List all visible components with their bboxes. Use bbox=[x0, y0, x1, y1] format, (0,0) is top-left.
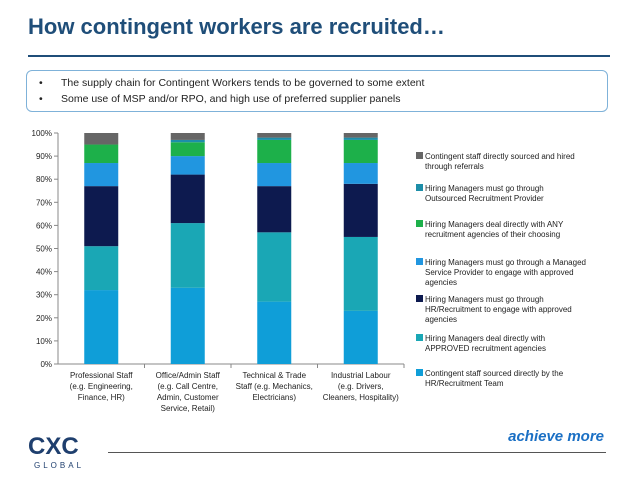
legend-label: Service Provider to engage with approved bbox=[425, 268, 574, 277]
x-category-label: Service, Retail) bbox=[161, 404, 216, 413]
y-tick-label: 80% bbox=[36, 175, 52, 184]
bar-segment bbox=[257, 163, 292, 187]
x-category-label: (e.g. Call Centre, bbox=[158, 382, 218, 391]
bar-segment bbox=[84, 246, 119, 291]
bar-segment bbox=[257, 137, 292, 140]
y-tick-label: 50% bbox=[36, 245, 52, 254]
logo-text: CXC bbox=[28, 433, 79, 460]
cxc-logo-icon: CXC GLOBAL bbox=[28, 433, 84, 470]
bar-segment bbox=[170, 287, 205, 364]
legend-swatch bbox=[416, 295, 423, 302]
x-category-label: Finance, HR) bbox=[78, 393, 125, 402]
bullet-text: Some use of MSP and/or RPO, and high use… bbox=[61, 93, 401, 105]
bar-segment bbox=[343, 183, 378, 237]
legend-label: HR/Recruitment to engage with approved bbox=[425, 305, 572, 314]
x-category-label: Electricians) bbox=[252, 393, 296, 402]
title-underline bbox=[28, 55, 610, 57]
legend-swatch bbox=[416, 369, 423, 376]
legend-swatch bbox=[416, 220, 423, 227]
x-category-label: (e.g. Engineering, bbox=[70, 382, 133, 391]
legend-label: APPROVED recruitment agencies bbox=[425, 344, 546, 353]
legend-label: Hiring Managers must go through bbox=[425, 184, 544, 193]
bullet-marker: • bbox=[39, 93, 43, 105]
bar-segment bbox=[343, 236, 378, 311]
legend-label: Hiring Managers must go through bbox=[425, 295, 544, 304]
summary-bullet-1: • The supply chain for Contingent Workers… bbox=[27, 75, 607, 91]
y-tick-label: 70% bbox=[36, 198, 52, 207]
page-title: How contingent workers are recruited… bbox=[28, 14, 445, 39]
bar-segment bbox=[343, 137, 378, 140]
bar-segment bbox=[84, 290, 119, 364]
bar-segment bbox=[170, 174, 205, 224]
legend-label: agencies bbox=[425, 278, 457, 287]
legend-swatch bbox=[416, 258, 423, 265]
y-tick-label: 40% bbox=[36, 268, 52, 277]
x-category-label: Cleaners, Hospitality) bbox=[323, 393, 399, 402]
legend-label: Contingent staff directly sourced and hi… bbox=[425, 152, 575, 161]
bar-segment bbox=[170, 223, 205, 288]
y-tick-label: 20% bbox=[36, 314, 52, 323]
legend-label: Hiring Managers deal directly with ANY bbox=[425, 220, 564, 229]
legend-label: agencies bbox=[425, 315, 457, 324]
bar-segment bbox=[343, 310, 378, 364]
x-category-label: (e.g. Drivers, bbox=[338, 382, 384, 391]
bar-segment bbox=[257, 139, 292, 164]
legend-label: Hiring Managers deal directly with bbox=[425, 334, 545, 343]
y-tick-label: 0% bbox=[40, 360, 52, 369]
y-tick-label: 90% bbox=[36, 152, 52, 161]
y-tick-label: 10% bbox=[36, 337, 52, 346]
x-category-label: Admin, Customer bbox=[157, 393, 219, 402]
summary-bullet-2: • Some use of MSP and/or RPO, and high us… bbox=[27, 91, 607, 107]
x-category-label: Industrial Labour bbox=[331, 371, 391, 380]
bar-segment bbox=[84, 133, 119, 145]
bar-segment bbox=[257, 186, 292, 233]
legend-label: HR/Recruitment Team bbox=[425, 379, 504, 388]
y-tick-label: 30% bbox=[36, 291, 52, 300]
bar-segment bbox=[257, 301, 292, 364]
legend-label: Contingent staff sourced directly by the bbox=[425, 369, 564, 378]
legend-label: Outsourced Recruitment Provider bbox=[425, 194, 544, 203]
bar-segment bbox=[343, 163, 378, 184]
bullet-text: The supply chain for Contingent Workers … bbox=[61, 77, 425, 89]
tagline: achieve more bbox=[508, 428, 604, 445]
x-category-label: Staff (e.g. Mechanics, bbox=[236, 382, 313, 391]
bar-segment bbox=[343, 133, 378, 138]
bar-segment bbox=[343, 139, 378, 164]
legend-swatch bbox=[416, 334, 423, 341]
bar-segment bbox=[84, 186, 119, 247]
y-tick-label: 60% bbox=[36, 221, 52, 230]
x-category-label: Professional Staff bbox=[70, 371, 133, 380]
legend-label: recruitment agencies of their choosing bbox=[425, 230, 560, 239]
x-category-label: Technical & Trade bbox=[242, 371, 306, 380]
legend-swatch bbox=[416, 184, 423, 191]
bar-segment bbox=[170, 133, 205, 140]
bar-segment bbox=[84, 144, 119, 164]
legend-label: Hiring Managers must go through a Manage… bbox=[425, 258, 586, 267]
bar-segment bbox=[170, 142, 205, 157]
bar-segment bbox=[84, 163, 119, 187]
bullet-marker: • bbox=[39, 77, 43, 89]
legend-swatch bbox=[416, 152, 423, 159]
bar-segment bbox=[257, 232, 292, 302]
bar-segment bbox=[170, 156, 205, 175]
logo-subtext: GLOBAL bbox=[34, 461, 84, 470]
bar-segment bbox=[170, 139, 205, 143]
legend-label: through referrals bbox=[425, 162, 484, 171]
y-tick-label: 100% bbox=[32, 129, 52, 138]
x-category-label: Office/Admin Staff bbox=[156, 371, 221, 380]
summary-callout: • The supply chain for Contingent Workers… bbox=[26, 70, 608, 112]
footer-divider bbox=[108, 452, 606, 453]
bar-segment bbox=[257, 133, 292, 138]
